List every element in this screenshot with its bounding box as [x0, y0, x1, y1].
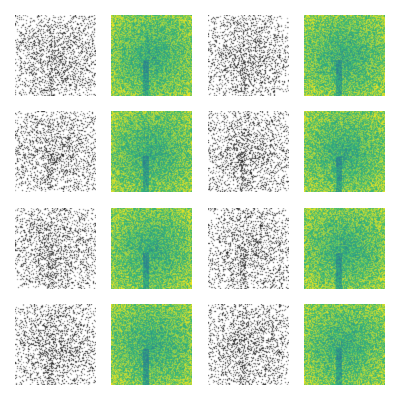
- viridis-noise-tile: [304, 304, 385, 385]
- viridis-noise-tile: [111, 304, 192, 385]
- viridis-noise-tile: [304, 208, 385, 289]
- grayscale-noise-tile: [15, 111, 96, 192]
- grayscale-noise-tile: [208, 208, 289, 289]
- grayscale-noise-tile: [208, 15, 289, 96]
- viridis-noise-tile: [304, 111, 385, 192]
- viridis-noise-tile: [111, 208, 192, 289]
- grayscale-noise-tile: [208, 304, 289, 385]
- grayscale-noise-tile: [15, 304, 96, 385]
- viridis-noise-tile: [111, 15, 192, 96]
- viridis-noise-tile: [111, 111, 192, 192]
- viridis-noise-tile: [304, 15, 385, 96]
- grayscale-noise-tile: [15, 15, 96, 96]
- grayscale-noise-tile: [208, 111, 289, 192]
- grayscale-noise-tile: [15, 208, 96, 289]
